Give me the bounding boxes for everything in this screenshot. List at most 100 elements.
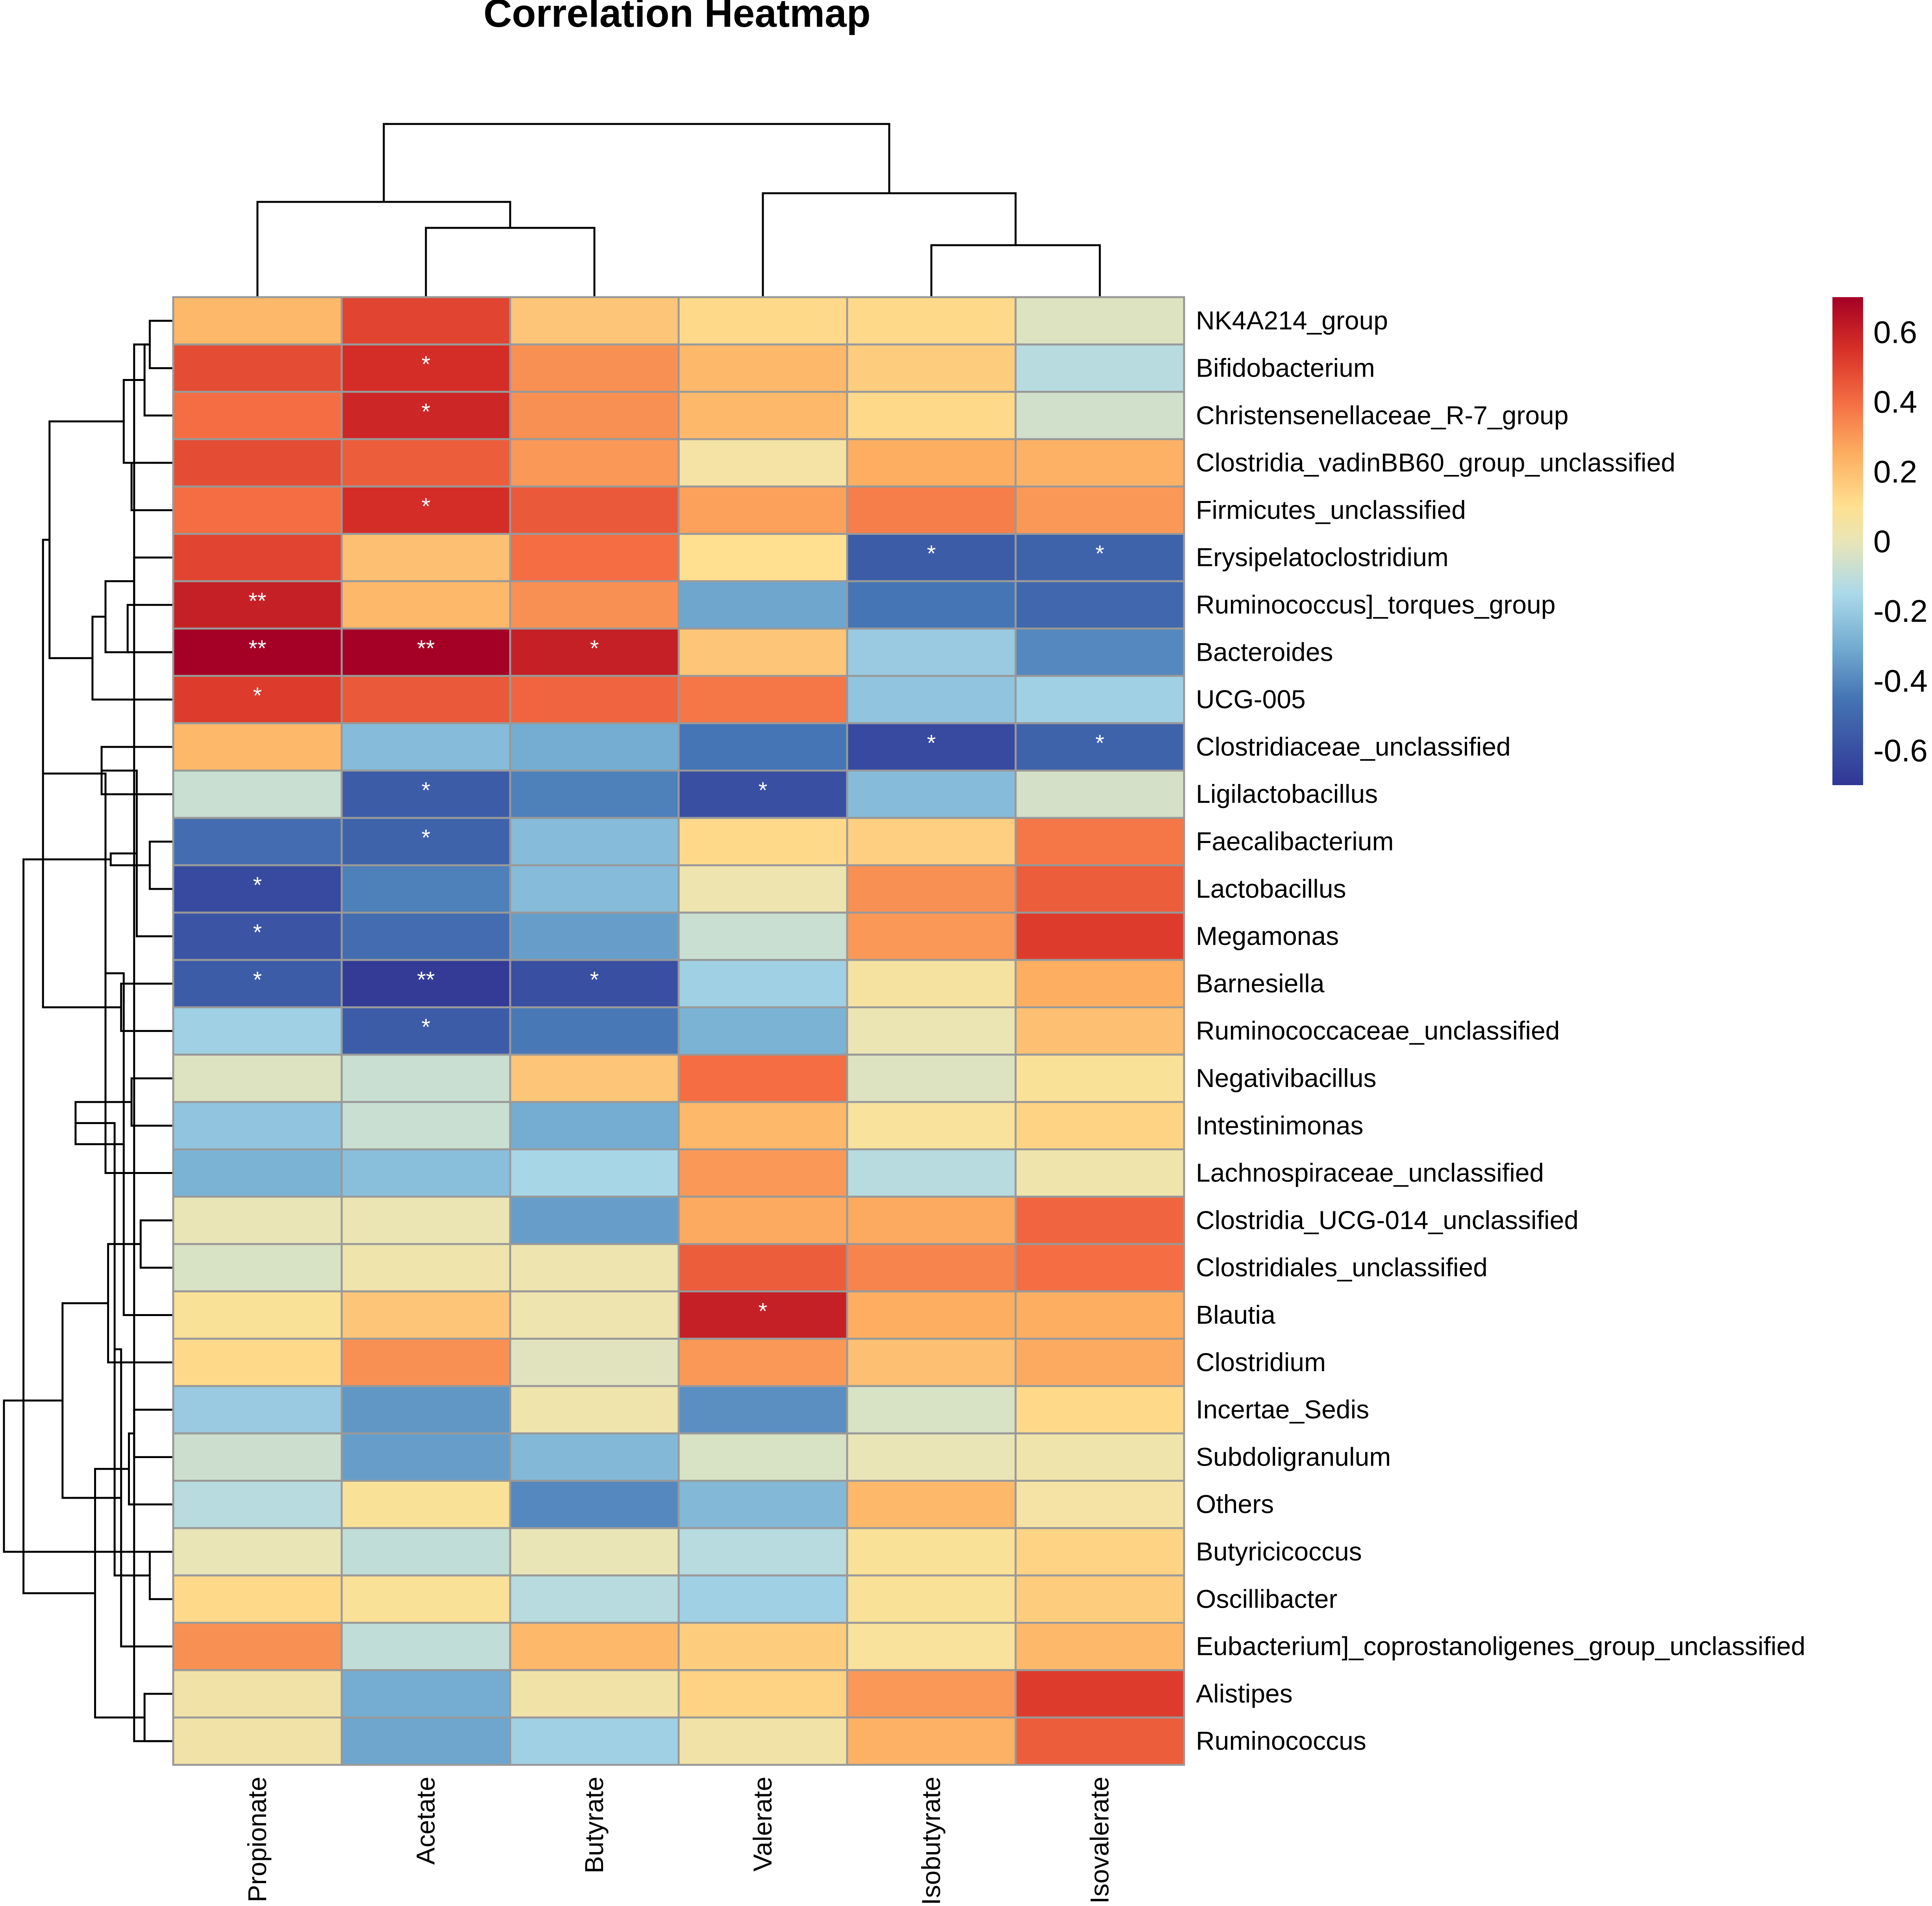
row-label: Ruminococcaceae_unclassified: [1196, 1016, 1560, 1045]
heatmap-cell: [846, 343, 1017, 393]
heatmap-cell: [677, 296, 848, 346]
heatmap-cell: [677, 627, 848, 677]
row-label: Megamonas: [1196, 921, 1339, 950]
heatmap-cell: [172, 485, 343, 535]
heatmap-cell: [677, 1574, 848, 1624]
heatmap-cell: [341, 438, 511, 488]
significance-star: **: [248, 636, 266, 661]
heatmap-cell: [172, 675, 343, 725]
heatmap-cell: [172, 1290, 343, 1340]
heatmap-cell: [172, 864, 343, 914]
heatmap-cell: [1014, 1716, 1185, 1766]
heatmap-cell: [172, 1101, 343, 1150]
heatmap-cell: [341, 533, 511, 582]
heatmap-cell: [677, 1148, 848, 1198]
heatmap-cell: [677, 391, 848, 440]
heatmap-cell: [1014, 1006, 1185, 1056]
heatmap-cell: [341, 343, 511, 393]
heatmap-cell: [1014, 1669, 1185, 1719]
heatmap-cell: [846, 1716, 1017, 1766]
heatmap-cell: [172, 1527, 343, 1577]
dendrogram-branch: [256, 201, 511, 297]
heatmap-cell: [846, 1243, 1017, 1292]
heatmap-cell: [341, 1480, 511, 1529]
heatmap-cell: [172, 438, 343, 488]
heatmap-cell: [677, 343, 848, 393]
heatmap-cell: [677, 1006, 848, 1056]
heatmap-cell: [1014, 1432, 1185, 1482]
significance-star: *: [422, 494, 431, 519]
heatmap-cell: [172, 817, 343, 867]
heatmap-cell: [1014, 1243, 1185, 1292]
heatmap-cell: [677, 959, 848, 1008]
heatmap-cell: [1014, 911, 1185, 961]
heatmap-cell: [509, 817, 680, 867]
significance-star: *: [422, 825, 431, 850]
heatmap-cell: [509, 1432, 680, 1482]
row-label: Ruminococcus: [1196, 1726, 1366, 1755]
heatmap-cell: [846, 1101, 1017, 1150]
significance-star: *: [422, 399, 431, 425]
significance-star: *: [1096, 730, 1105, 756]
row-label: Clostridiaceae_unclassified: [1196, 732, 1511, 761]
significance-star: **: [417, 967, 435, 993]
heatmap-cell: [341, 1574, 511, 1624]
heatmap-cell: [1014, 1574, 1185, 1624]
heatmap-cell: [1014, 1101, 1185, 1150]
dendrogram-branch: [109, 852, 150, 867]
heatmap-cell: [509, 343, 680, 393]
dendrogram-branch: [139, 1219, 173, 1269]
row-label: Others: [1196, 1490, 1274, 1519]
heatmap-cell: [341, 296, 511, 346]
column-label: Valerate: [748, 1777, 777, 1871]
heatmap-cell: [677, 1290, 848, 1340]
significance-star: *: [253, 967, 262, 993]
heatmap-cell: [677, 1621, 848, 1671]
heatmap-cell: [846, 1338, 1017, 1387]
heatmap-cell: [509, 1669, 680, 1719]
row-label: Intestinimonas: [1196, 1111, 1364, 1140]
heatmap-cell: [341, 1338, 511, 1387]
dendrogram-branch: [122, 379, 173, 464]
significance-star: *: [759, 778, 768, 803]
heatmap-cell: [1014, 722, 1185, 772]
heatmap-cell: [341, 1054, 511, 1103]
legend-tick-label: -0.6: [1873, 733, 1928, 768]
dendrogram-branch: [930, 244, 1101, 297]
heatmap-cell: [677, 1669, 848, 1719]
heatmap-cell: [846, 627, 1017, 677]
heatmap-cell: [677, 1432, 848, 1482]
heatmap-cell: [846, 1385, 1017, 1435]
dendrogram-branch: [115, 1348, 173, 1648]
row-label: Christensenellaceae_R-7_group: [1196, 401, 1569, 430]
legend-tick-label: 0.4: [1873, 385, 1917, 420]
heatmap-cell: [1014, 1621, 1185, 1671]
heatmap-cell: [677, 1480, 848, 1529]
heatmap-cell: [172, 1006, 343, 1056]
heatmap-cell: [172, 1338, 343, 1387]
heatmap-cell: [509, 533, 680, 582]
heatmap-cell: [509, 627, 680, 677]
heatmap-cell: [172, 1574, 343, 1624]
heatmap-cell: [341, 391, 511, 440]
heatmap-cell: [677, 1243, 848, 1292]
heatmap-cell: [341, 1669, 511, 1719]
heatmap-cell: [509, 438, 680, 488]
dendrogram-branch: [74, 1101, 132, 1145]
column-dendrogram: [256, 123, 1101, 297]
heatmap-cell: [846, 296, 1017, 346]
significance-markers: **** ***** ** *** ** ***** ** ***: [248, 351, 1104, 1324]
heatmap-cell: [1014, 817, 1185, 867]
heatmap-cell: [846, 1621, 1017, 1671]
heatmap-cell: [172, 343, 343, 393]
heatmap-cell: [172, 1432, 343, 1482]
heatmap-cell: [677, 1101, 848, 1150]
heatmap-cell: [341, 1101, 511, 1150]
heatmap-cell: [1014, 580, 1185, 630]
heatmap-cell: [341, 580, 511, 630]
heatmap-cell: [846, 911, 1017, 961]
heatmap-cell: [509, 1101, 680, 1150]
heatmap-cell: [341, 1527, 511, 1577]
heatmap-cell: [846, 675, 1017, 725]
